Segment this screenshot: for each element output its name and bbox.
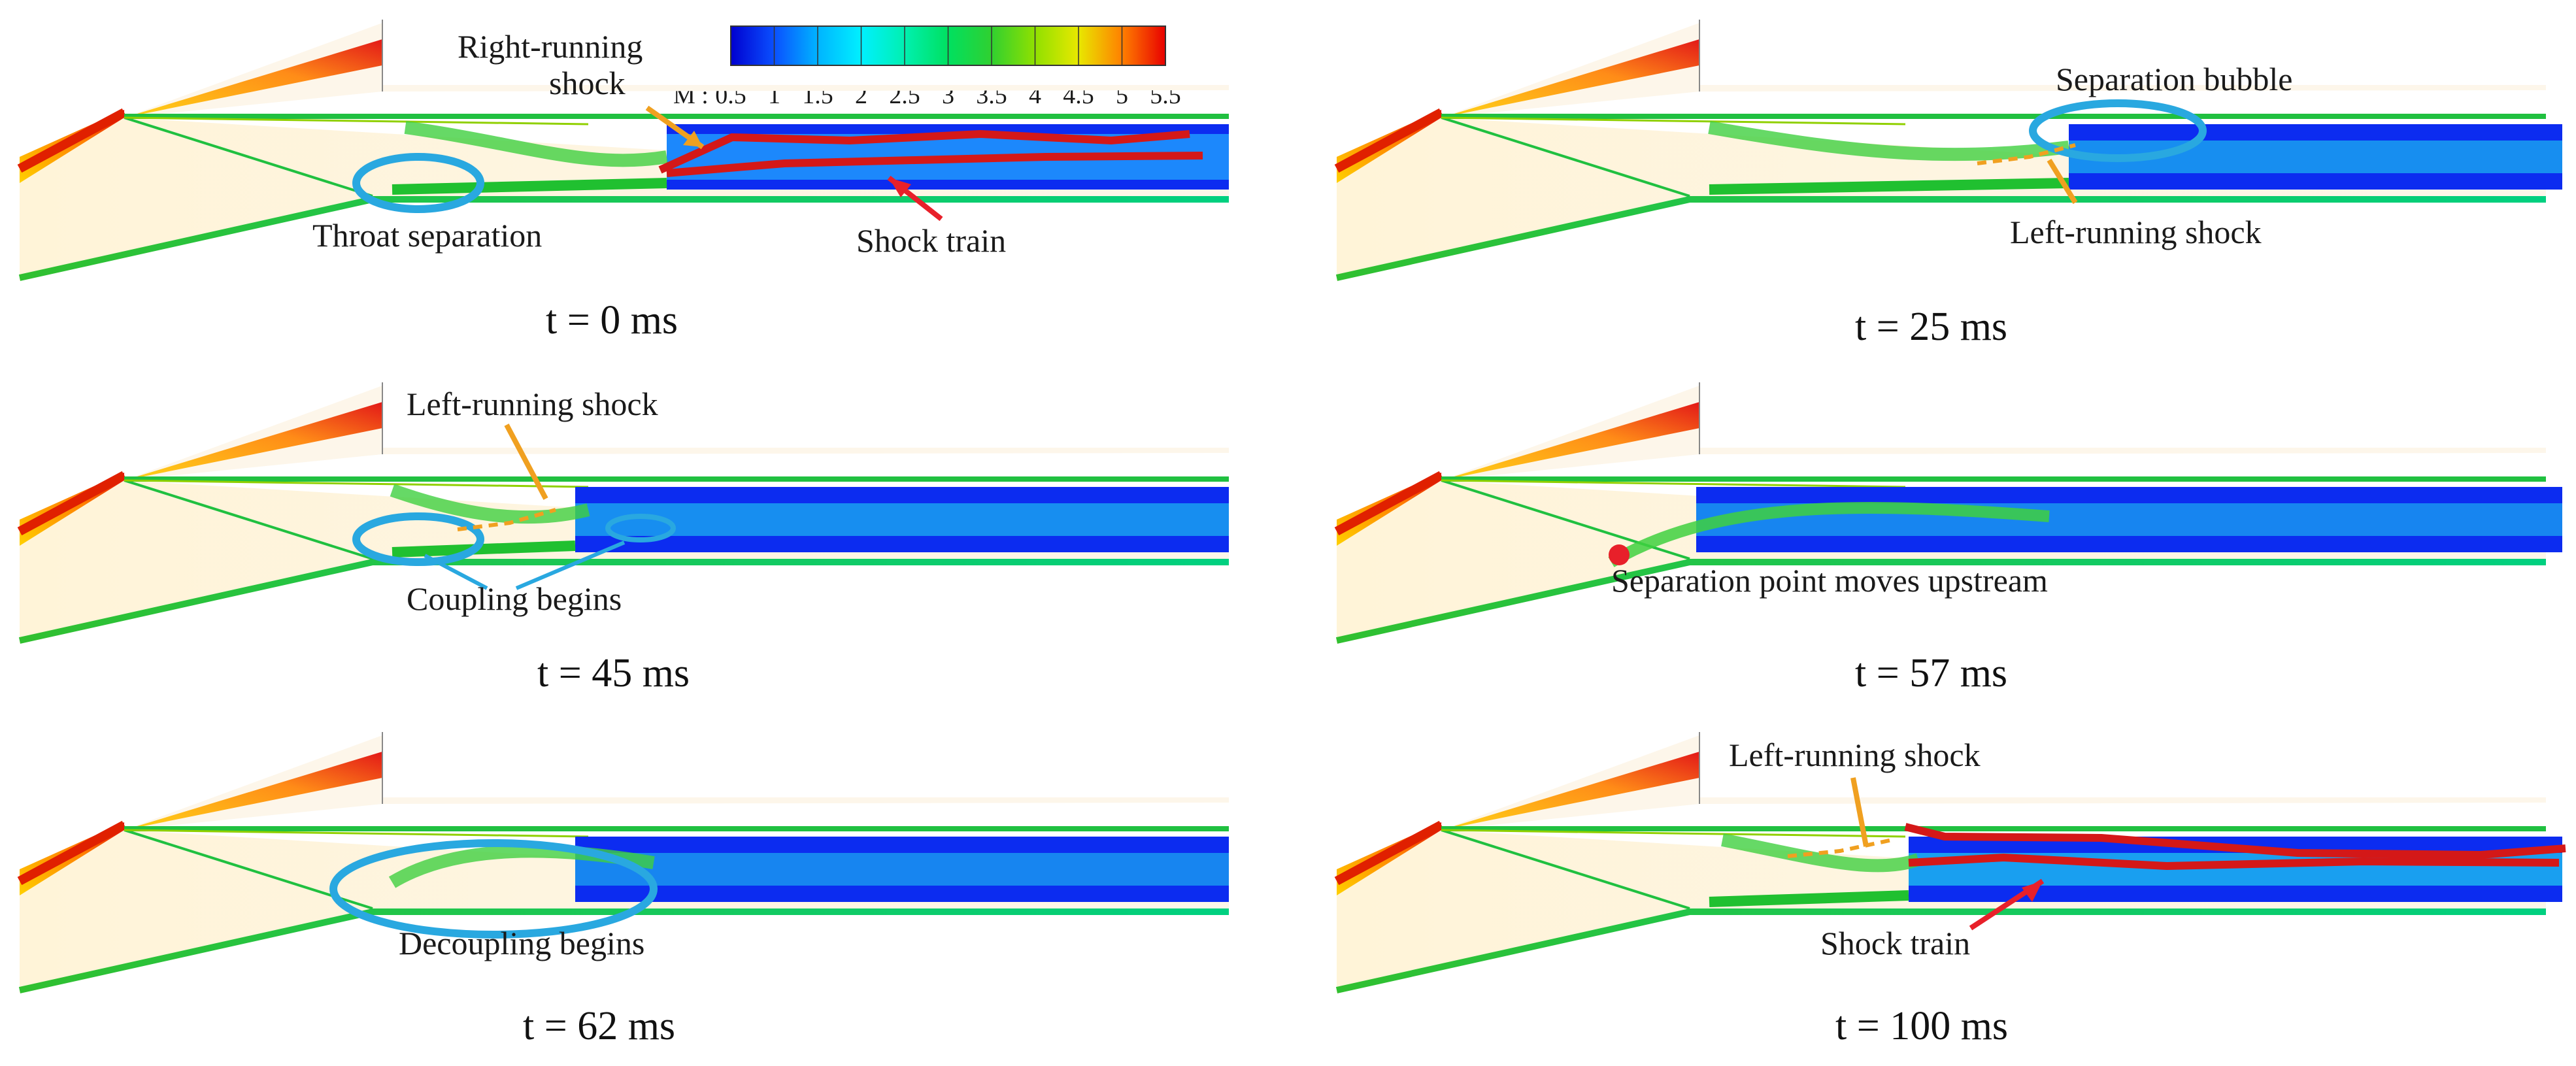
separation-point-marker <box>1609 544 1630 565</box>
panel-t62: Decoupling begins t = 62 ms <box>20 732 1229 1048</box>
right-running-shock-label-line1: Right-running <box>458 28 643 65</box>
shock-train-arrowhead <box>2022 881 2043 902</box>
caption-t0: t = 0 ms <box>546 298 678 342</box>
shock-train-label: Shock train <box>1820 925 1970 961</box>
left-running-shock-dashes <box>457 508 556 531</box>
coupling-arrow-right <box>515 541 626 590</box>
left-running-shock-label: Left-running shock <box>2010 214 2262 250</box>
separation-bubble-label: Separation bubble <box>2056 61 2292 97</box>
shock-train-line-lower <box>1908 853 2560 871</box>
decoupling-ellipse <box>329 839 658 939</box>
shock-train-line-lower <box>666 152 1203 177</box>
shock-train-arrowhead <box>889 178 911 197</box>
throat-separation-label: Throat separation <box>312 217 542 254</box>
left-running-shock-arrow <box>504 424 548 500</box>
left-running-shock-label: Left-running shock <box>1729 737 1981 773</box>
colorbar: M : 0.5 1 1.5 2 2.5 3 3.5 4 4.5 5 5.5 <box>673 25 1181 109</box>
panel-t57: Separation point moves upstream t = 57 m… <box>1337 382 2562 695</box>
caption-t100: t = 100 ms <box>1835 1004 2008 1048</box>
left-running-shock-dashes <box>1787 838 1893 858</box>
separation-bubble-ellipse <box>2029 99 2207 162</box>
caption-t57: t = 57 ms <box>1855 651 2007 695</box>
coupling-begins-label: Coupling begins <box>407 580 622 617</box>
caption-t62: t = 62 ms <box>523 1004 675 1048</box>
right-running-shock-arrowhead <box>683 131 703 147</box>
shock-train-label: Shock train <box>856 222 1006 259</box>
decoupling-begins-label: Decoupling begins <box>399 925 644 961</box>
left-running-shock-dashes <box>1977 143 2076 165</box>
shock-train-line-upper <box>658 129 1190 174</box>
left-running-shock-label: Left-running shock <box>407 386 658 422</box>
throat-separation-ellipse <box>352 153 484 213</box>
right-running-shock-label-line2: shock <box>549 65 626 101</box>
panel-t25: Separation bubble Left-running shock t =… <box>1337 20 2562 349</box>
panel-t45: Left-running shock Coupling begins t = 4… <box>20 382 1229 695</box>
coupling-ellipse-left <box>352 512 484 566</box>
caption-t25: t = 25 ms <box>1855 305 2007 349</box>
coupling-ellipse-right <box>605 514 676 542</box>
panel-t0: Throat separation Right-running shock Sh… <box>20 20 1229 342</box>
left-running-shock-arrow <box>1850 777 1869 847</box>
left-running-shock-arrow <box>2047 158 2078 205</box>
panel-t100: Left-running shock Shock train t = 100 m… <box>1337 732 2566 1048</box>
caption-t45: t = 45 ms <box>537 651 690 695</box>
coupling-arrow-left <box>424 554 488 590</box>
separation-point-label: Separation point moves upstream <box>1611 562 2048 599</box>
right-running-shock-label: Right-running shock <box>458 28 651 101</box>
shock-train-line-upper <box>1904 823 2566 859</box>
